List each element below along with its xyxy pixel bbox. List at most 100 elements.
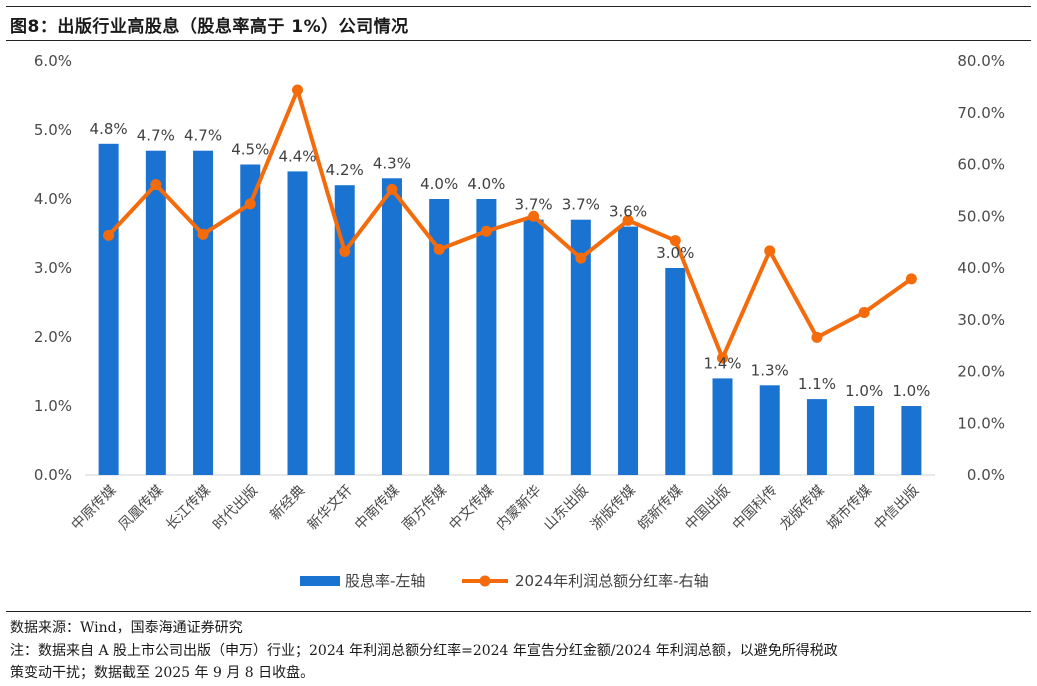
footnote-line-1: 注：数据来自 A 股上市公司出版（申万）行业；2024 年利润总额分红率=202… <box>10 643 838 659</box>
left-axis-tick-label: 0.0% <box>34 466 72 484</box>
line-point <box>197 228 209 240</box>
bar <box>287 171 308 475</box>
footnote-line-2: 策变动干扰；数据截至 2025 年 9 月 8 日收盘。 <box>10 665 315 681</box>
line-point <box>103 229 115 241</box>
bar <box>570 219 591 475</box>
category-label: 山东出版 <box>541 483 592 534</box>
bar-data-label: 1.1% <box>798 375 836 393</box>
title-rule-top <box>6 6 1031 7</box>
bar-data-label: 4.0% <box>420 175 458 193</box>
bar <box>145 150 166 475</box>
page-title: 图8：出版行业高股息（股息率高于 1%）公司情况 <box>10 17 409 37</box>
bar-data-label: 3.7% <box>562 196 600 214</box>
category-label: 中国出版 <box>682 483 733 534</box>
left-axis-tick-label: 1.0% <box>34 397 72 415</box>
line-point <box>717 352 728 364</box>
bar-data-label: 4.7% <box>184 127 222 145</box>
right-axis-tick-label: 40.0% <box>957 259 1005 277</box>
category-label: 浙版传媒 <box>588 483 639 534</box>
right-axis-tick-label: 30.0% <box>957 311 1005 329</box>
category-label: 城市传媒 <box>823 482 875 534</box>
bar <box>618 226 639 475</box>
category-label: 新华文轩 <box>305 483 356 534</box>
bar <box>854 406 875 475</box>
bar <box>806 399 827 475</box>
source-note: 数据来源：Wind，国泰海通证券研究 <box>10 620 243 636</box>
series-line <box>107 87 913 361</box>
line-point <box>528 210 540 222</box>
bar-data-label: 3.7% <box>515 196 553 214</box>
category-label: 长江传媒 <box>163 483 214 534</box>
bar <box>523 219 544 475</box>
bar-data-label: 4.5% <box>231 141 269 159</box>
bar-data-label: 4.0% <box>467 175 505 193</box>
right-axis-tick-label: 20.0% <box>957 363 1005 381</box>
line-point <box>433 243 445 255</box>
category-label: 中国科传 <box>730 483 781 534</box>
title-rule-bottom <box>6 40 1031 41</box>
bar <box>901 406 922 475</box>
left-axis-tick-label: 4.0% <box>34 190 72 208</box>
bar <box>193 150 214 475</box>
line-point <box>244 198 256 210</box>
title-bar: 图8：出版行业高股息（股息率高于 1%）公司情况 <box>0 6 1037 41</box>
bar <box>429 199 450 475</box>
bar <box>712 378 733 475</box>
bar-data-label: 1.0% <box>845 382 883 400</box>
category-label: 中南传媒 <box>352 483 403 534</box>
line-point <box>764 245 776 257</box>
left-axis-tick-label: 5.0% <box>34 121 72 139</box>
bar-data-label: 4.2% <box>326 161 364 179</box>
legend-bar-label: 股息率-左轴 <box>345 572 425 590</box>
bar <box>240 164 261 475</box>
right-axis-tick-label: 80.0% <box>957 52 1005 70</box>
line-point <box>150 179 162 191</box>
line-point <box>811 331 823 343</box>
right-axis-tick-label: 50.0% <box>957 207 1005 225</box>
line-point <box>339 245 351 257</box>
bar-data-label: 1.0% <box>892 382 930 400</box>
category-label: 中信出版 <box>871 483 922 534</box>
left-axis-tick-label: 3.0% <box>34 259 72 277</box>
category-label: 内蒙新华 <box>494 483 545 534</box>
bar-data-label: 4.7% <box>137 127 175 145</box>
category-label: 中原传媒 <box>69 483 120 534</box>
right-axis-tick-label: 70.0% <box>957 104 1005 122</box>
line-point <box>669 235 681 247</box>
line-point <box>858 307 870 319</box>
line-point <box>622 214 634 226</box>
category-label: 中文传媒 <box>446 483 497 534</box>
bar-data-label: 1.3% <box>751 361 789 379</box>
bar-data-label: 1.4% <box>703 354 741 372</box>
bar-data-label: 4.3% <box>373 154 411 172</box>
bar-data-label: 3.0% <box>656 244 694 262</box>
legend-bar-swatch <box>300 576 340 586</box>
bar <box>665 268 686 475</box>
bar <box>476 199 497 475</box>
line-point <box>905 273 917 285</box>
category-label: 凤凰传媒 <box>116 483 167 534</box>
bar <box>98 143 119 476</box>
left-axis-tick-label: 6.0% <box>34 52 72 70</box>
line-point <box>386 183 398 195</box>
left-axis-tick-label: 2.0% <box>34 328 72 346</box>
right-axis-tick-label: 0.0% <box>967 466 1005 484</box>
bar <box>759 385 780 475</box>
bar-data-label: 4.4% <box>278 147 316 165</box>
bar-data-label: 3.6% <box>609 203 647 221</box>
dividend-chart: 0.0% 1.0% 2.0% 3.0% 4.0% 5.0% 6.0% 0.0% 10.0% 20.… <box>34 52 1005 590</box>
legend-line-marker <box>479 575 491 587</box>
category-label: 南方传媒 <box>399 483 450 534</box>
line-point <box>575 252 587 264</box>
bar <box>381 178 402 476</box>
bar-data-label: 4.8% <box>90 120 128 138</box>
category-label: 龙版传媒 <box>777 483 828 534</box>
legend-line-label: 2024年利润总额分红率-右轴 <box>515 572 709 590</box>
right-axis-tick-label: 10.0% <box>957 414 1005 432</box>
right-axis-tick-label: 60.0% <box>957 156 1005 174</box>
bar <box>334 185 355 475</box>
line-point <box>292 84 303 96</box>
category-label: 新经典 <box>267 483 308 524</box>
footer-rule <box>6 611 1031 612</box>
category-label: 时代出版 <box>210 483 261 534</box>
